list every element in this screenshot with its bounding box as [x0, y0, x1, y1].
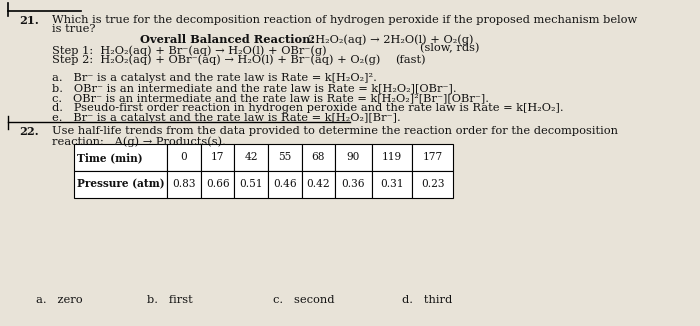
FancyBboxPatch shape — [74, 144, 167, 171]
Text: Overall Balanced Reaction:: Overall Balanced Reaction: — [140, 34, 314, 45]
Text: c.   second: c. second — [273, 295, 335, 305]
Text: 17: 17 — [211, 153, 225, 162]
FancyBboxPatch shape — [201, 144, 234, 171]
Text: 22.: 22. — [20, 126, 39, 138]
FancyBboxPatch shape — [234, 144, 268, 171]
Text: 0.51: 0.51 — [239, 179, 263, 189]
FancyBboxPatch shape — [372, 171, 412, 198]
Text: 0.42: 0.42 — [307, 179, 330, 189]
FancyBboxPatch shape — [167, 171, 201, 198]
FancyBboxPatch shape — [302, 144, 335, 171]
Text: 21.: 21. — [20, 15, 39, 26]
FancyBboxPatch shape — [372, 144, 412, 171]
Text: Step 2:  H₂O₂(aq) + OBr⁻(aq) → H₂O(l) + Br⁻(aq) + O₂(g): Step 2: H₂O₂(aq) + OBr⁻(aq) → H₂O(l) + B… — [52, 55, 381, 65]
Text: (slow, rds): (slow, rds) — [420, 42, 480, 53]
Text: reaction:   A(g) → Products(s).: reaction: A(g) → Products(s). — [52, 137, 226, 147]
Text: 0.46: 0.46 — [273, 179, 297, 189]
Text: 0: 0 — [181, 153, 188, 162]
Text: Pressure (atm): Pressure (atm) — [77, 179, 164, 190]
Text: 42: 42 — [244, 153, 258, 162]
Text: 119: 119 — [382, 153, 402, 162]
Text: c.   OBr⁻ is an intermediate and the rate law is Rate = k[H₂O₂]²[Br⁻][OBr⁻].: c. OBr⁻ is an intermediate and the rate … — [52, 93, 489, 103]
Text: 0.36: 0.36 — [342, 179, 365, 189]
Text: e.   Br⁻ is a catalyst and the rate law is Rate = k[H₂O₂][Br⁻].: e. Br⁻ is a catalyst and the rate law is… — [52, 113, 401, 124]
Text: b.   first: b. first — [147, 295, 193, 305]
FancyBboxPatch shape — [268, 144, 302, 171]
FancyBboxPatch shape — [412, 171, 453, 198]
Text: 177: 177 — [423, 153, 442, 162]
FancyBboxPatch shape — [234, 171, 268, 198]
FancyBboxPatch shape — [335, 171, 372, 198]
Text: b.   OBr⁻ is an intermediate and the rate law is Rate = k[H₂O₂][OBr⁻].: b. OBr⁻ is an intermediate and the rate … — [52, 83, 457, 93]
FancyBboxPatch shape — [335, 144, 372, 171]
Text: 0.83: 0.83 — [172, 179, 196, 189]
FancyBboxPatch shape — [268, 171, 302, 198]
FancyBboxPatch shape — [74, 171, 167, 198]
Text: a.   zero: a. zero — [36, 295, 83, 305]
Text: 90: 90 — [346, 153, 360, 162]
Text: 2H₂O₂(aq) → 2H₂O(l) + O₂(g): 2H₂O₂(aq) → 2H₂O(l) + O₂(g) — [308, 34, 473, 45]
Text: 0.23: 0.23 — [421, 179, 444, 189]
Text: 0.66: 0.66 — [206, 179, 230, 189]
FancyBboxPatch shape — [201, 171, 234, 198]
FancyBboxPatch shape — [167, 144, 201, 171]
Text: 0.31: 0.31 — [380, 179, 404, 189]
Text: Step 1:  H₂O₂(aq) + Br⁻(aq) → H₂O(l) + OBr⁻(g): Step 1: H₂O₂(aq) + Br⁻(aq) → H₂O(l) + OB… — [52, 45, 327, 55]
Text: Use half-life trends from the data provided to determine the reaction order for : Use half-life trends from the data provi… — [52, 126, 619, 137]
Text: 68: 68 — [312, 153, 326, 162]
Text: d.   third: d. third — [402, 295, 452, 305]
FancyBboxPatch shape — [302, 171, 335, 198]
Text: d.   Pseudo-first order reaction in hydrogen peroxide and the rate law is Rate =: d. Pseudo-first order reaction in hydrog… — [52, 103, 564, 113]
Text: Which is true for the decomposition reaction of hydrogen peroxide if the propose: Which is true for the decomposition reac… — [52, 15, 638, 25]
Text: a.   Br⁻ is a catalyst and the rate law is Rate = k[H₂O₂]².: a. Br⁻ is a catalyst and the rate law is… — [52, 73, 377, 83]
FancyBboxPatch shape — [412, 144, 453, 171]
Text: is true?: is true? — [52, 24, 96, 35]
Text: 55: 55 — [279, 153, 291, 162]
Text: (fast): (fast) — [395, 55, 426, 65]
Text: Time (min): Time (min) — [77, 152, 143, 163]
